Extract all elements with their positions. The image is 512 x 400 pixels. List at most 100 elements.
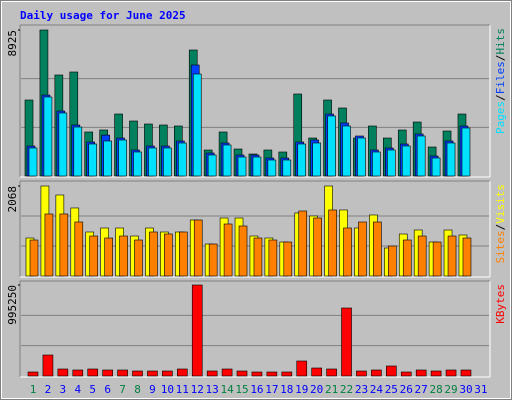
- x-tick-label: 30: [459, 383, 472, 396]
- bar: [221, 368, 233, 377]
- bar: [237, 156, 247, 177]
- bar: [402, 239, 412, 277]
- legend: KBytes: [494, 284, 507, 324]
- bar: [268, 239, 278, 277]
- x-tick-label: 1: [30, 383, 37, 396]
- bar: [298, 210, 308, 277]
- bar: [358, 221, 367, 277]
- x-tick-label: 11: [176, 383, 189, 396]
- bar: [134, 239, 143, 277]
- bar: [59, 213, 69, 277]
- x-tick-label: 9: [149, 383, 156, 396]
- bar: [72, 369, 84, 377]
- legend-separator: /: [494, 55, 507, 62]
- bar: [27, 371, 39, 377]
- x-tick-label: 20: [310, 383, 323, 396]
- x-tick-label: 15: [235, 383, 248, 396]
- bar: [252, 156, 262, 177]
- x-tick-label: 31: [474, 383, 487, 396]
- bar: [177, 368, 188, 377]
- bar: [251, 371, 263, 377]
- bar: [148, 147, 157, 177]
- bar: [42, 354, 54, 377]
- bar: [431, 157, 441, 177]
- bar: [74, 221, 84, 277]
- bar: [119, 235, 128, 277]
- legend-entry: Sites: [494, 230, 507, 263]
- x-tick-label: 27: [415, 383, 428, 396]
- legend-entry: Hits: [494, 28, 507, 55]
- bar: [133, 151, 142, 177]
- bar: [163, 147, 172, 177]
- x-tick-label: 3: [60, 383, 67, 396]
- bar: [57, 368, 69, 377]
- bar: [371, 369, 382, 377]
- x-tick-label: 2: [45, 383, 52, 396]
- bar: [281, 371, 293, 377]
- x-tick-label: 10: [161, 383, 174, 396]
- bar: [222, 144, 232, 177]
- legend: Pages/Files/Hits: [494, 28, 507, 134]
- bar: [164, 233, 173, 277]
- bar: [417, 235, 427, 277]
- x-tick-label: 18: [280, 383, 293, 396]
- bar: [193, 219, 203, 277]
- x-tick-label: 6: [104, 383, 111, 396]
- bar: [104, 237, 113, 277]
- legend-entry: KBytes: [494, 284, 507, 324]
- x-tick-label: 4: [74, 383, 81, 396]
- bar: [89, 235, 99, 277]
- bar: [236, 370, 248, 377]
- bar: [415, 369, 427, 377]
- y-tick-label: 8925: [6, 30, 19, 57]
- bar: [373, 221, 382, 277]
- x-tick-label: 12: [191, 383, 204, 396]
- bar: [266, 371, 278, 377]
- bar: [132, 370, 143, 377]
- bar: [356, 370, 367, 377]
- bar: [372, 151, 381, 177]
- bar: [326, 368, 337, 377]
- bar: [28, 147, 38, 177]
- bar: [341, 307, 352, 377]
- x-tick-label: 5: [89, 383, 96, 396]
- bar: [311, 367, 322, 377]
- bar: [430, 370, 442, 377]
- x-tick-label: 19: [295, 383, 308, 396]
- bar: [445, 369, 457, 377]
- x-tick-label: 8: [134, 383, 141, 396]
- bar: [43, 96, 53, 177]
- legend: Sites/Visits: [494, 184, 507, 264]
- bar: [267, 159, 277, 177]
- bar: [149, 231, 158, 277]
- bar: [401, 145, 411, 177]
- bar: [283, 241, 293, 277]
- bar: [73, 126, 83, 177]
- bar: [328, 209, 337, 277]
- bar: [447, 235, 457, 277]
- x-tick-label: 16: [250, 383, 263, 396]
- bar: [327, 115, 336, 177]
- bar: [208, 243, 218, 277]
- bar: [342, 125, 351, 177]
- legend-separator: /: [494, 94, 507, 101]
- x-tick-label: 21: [325, 383, 338, 396]
- bar: [297, 143, 307, 177]
- bar: [400, 371, 412, 377]
- x-tick-label: 14: [220, 383, 234, 396]
- bar: [102, 369, 113, 377]
- bar: [343, 227, 352, 277]
- bar: [117, 369, 128, 377]
- bar: [207, 154, 217, 177]
- bar: [238, 225, 248, 277]
- x-tick-label: 26: [400, 383, 413, 396]
- bar: [58, 112, 68, 177]
- bar: [192, 73, 202, 177]
- bar: [387, 149, 396, 177]
- bar: [147, 370, 158, 377]
- legend-separator: /: [494, 224, 507, 231]
- bar: [253, 237, 263, 277]
- bar: [357, 137, 366, 177]
- bar: [178, 142, 187, 177]
